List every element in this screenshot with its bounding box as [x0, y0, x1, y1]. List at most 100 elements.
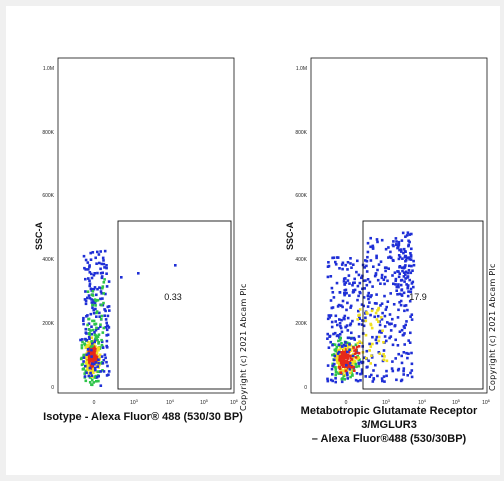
event-dot [89, 371, 92, 375]
event-dot [406, 308, 409, 312]
event-dot [412, 285, 415, 289]
event-dot [92, 371, 95, 374]
gate-box[interactable] [117, 220, 232, 390]
plot-isotype: 0 200K 400K 600K 800K 1.0M SSC-A 0 103 1… [34, 57, 239, 406]
event-dot [100, 314, 104, 318]
event-dot [346, 357, 350, 360]
event-dot [101, 256, 105, 260]
event-dot [398, 292, 402, 296]
event-dot [375, 302, 378, 305]
event-dot [88, 337, 91, 340]
event-dot [336, 355, 340, 358]
event-dot [92, 299, 95, 302]
event-dot [371, 247, 375, 250]
event-dot [328, 316, 331, 319]
event-dot [389, 292, 392, 295]
event-dot [96, 271, 99, 275]
event-dot [338, 318, 341, 321]
event-dot [338, 367, 342, 370]
event-dot [91, 342, 94, 345]
event-dot [331, 343, 334, 347]
xtick-label: 103 [130, 398, 139, 406]
event-dot [95, 262, 98, 265]
event-dot [370, 294, 373, 297]
event-dot [356, 379, 360, 383]
event-dot [346, 261, 350, 264]
event-dot [97, 349, 100, 352]
event-dot [95, 362, 99, 366]
event-dot [375, 256, 378, 260]
event-dot [82, 316, 85, 320]
event-dot [84, 364, 87, 368]
event-dot [363, 266, 366, 269]
event-dot [341, 369, 344, 372]
event-dot [339, 363, 342, 367]
event-dot [349, 354, 353, 358]
event-dot [346, 350, 349, 354]
event-dot [346, 316, 350, 320]
event-dot [88, 342, 92, 346]
event-dot [354, 362, 358, 366]
event-dot [372, 377, 375, 380]
event-dot [339, 347, 343, 350]
event-dot [356, 259, 359, 263]
event-dot [83, 372, 86, 375]
event-dot [82, 319, 85, 322]
event-dot [328, 335, 331, 338]
event-dot [381, 311, 384, 315]
event-dot [88, 368, 92, 372]
event-dot [343, 283, 347, 286]
event-dot [402, 373, 405, 376]
event-dot [397, 254, 401, 257]
event-dot [385, 266, 388, 269]
event-dot [403, 343, 406, 346]
event-dot [384, 269, 387, 273]
event-dot [399, 248, 403, 251]
watermark-right: Copyright (c) 2021 Abcam Plc [488, 263, 497, 391]
event-dot [92, 311, 96, 315]
event-dot [342, 374, 345, 378]
event-dot [358, 317, 361, 320]
event-dot [87, 328, 91, 331]
gate-box[interactable] [362, 220, 484, 390]
event-dot [409, 258, 413, 261]
event-dot [331, 291, 335, 294]
event-dot [348, 362, 352, 365]
event-dot [346, 345, 350, 348]
event-dot [405, 351, 408, 355]
event-dot [355, 345, 359, 349]
event-dot [330, 286, 334, 290]
event-dot [369, 236, 372, 240]
x-axis-label-isotype: Isotype - Alexa Fluor® 488 (530/30 BP) [43, 411, 243, 423]
event-dot [334, 380, 337, 384]
event-dot [344, 325, 348, 329]
event-dot [364, 356, 368, 360]
event-dot [365, 259, 369, 263]
event-dot [101, 362, 105, 365]
event-dot [337, 339, 340, 343]
event-dot [105, 264, 108, 267]
event-dot [375, 341, 379, 345]
event-dot [336, 305, 340, 308]
event-dot [341, 261, 345, 265]
event-dot [348, 367, 352, 371]
event-dot [91, 359, 94, 362]
event-dot [90, 340, 93, 343]
event-dot [366, 278, 370, 281]
event-dot [336, 352, 340, 355]
xtick-label: 0 [345, 400, 348, 406]
xtick-label: 106 [230, 398, 239, 406]
event-dot [342, 343, 346, 347]
event-dot [95, 293, 98, 297]
event-dot [93, 322, 96, 326]
event-dot [105, 321, 108, 325]
event-dot [331, 353, 334, 357]
event-dot [354, 378, 358, 382]
event-dot [357, 351, 361, 355]
ytick-label: 0 [304, 385, 307, 391]
event-dot [99, 290, 103, 293]
event-dot [364, 316, 367, 320]
event-dot [364, 319, 368, 323]
event-dot [370, 354, 373, 358]
event-dot [375, 238, 379, 241]
